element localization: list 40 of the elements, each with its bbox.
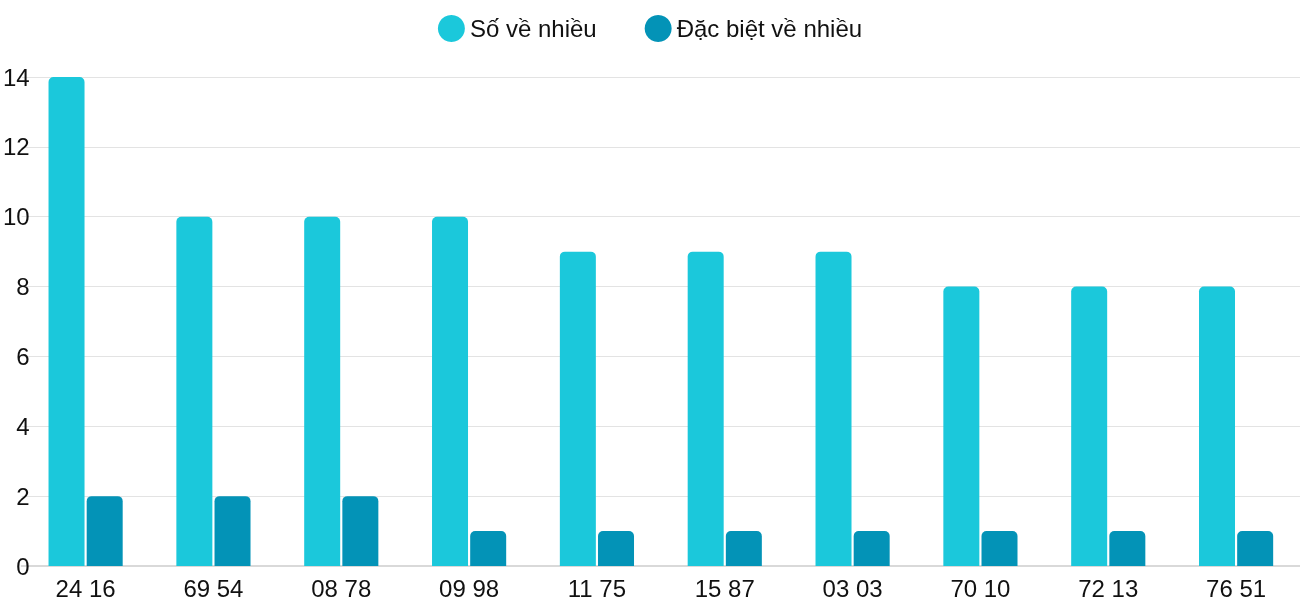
bar xyxy=(981,531,1018,566)
x-tick-label: 72 13 xyxy=(1078,574,1139,600)
x-tick-label: 69 54 xyxy=(183,574,244,600)
y-tick-label: 2 xyxy=(16,482,30,510)
bar xyxy=(687,251,724,566)
bar xyxy=(470,531,507,566)
bar xyxy=(559,251,596,566)
bar xyxy=(48,77,85,566)
bar xyxy=(214,496,251,566)
y-tick-label: 12 xyxy=(2,133,30,161)
bar xyxy=(86,496,123,566)
y-tick-label: 4 xyxy=(16,412,30,440)
x-tick-label: 09 98 xyxy=(439,574,500,600)
y-tick-label: 14 xyxy=(2,63,30,91)
bar xyxy=(943,286,980,566)
bar xyxy=(176,216,213,566)
bar xyxy=(815,251,852,566)
x-tick-label: 11 75 xyxy=(567,574,627,600)
y-tick-label: 0 xyxy=(16,552,30,580)
bar xyxy=(1109,531,1146,566)
bar xyxy=(725,531,762,566)
x-tick-label: 70 10 xyxy=(950,574,1011,600)
bar xyxy=(1237,531,1274,566)
x-tick-label: 15 87 xyxy=(694,574,755,600)
bar xyxy=(342,496,379,566)
x-tick-label: 24 16 xyxy=(55,574,116,600)
bar xyxy=(432,216,469,566)
legend-label: Số về nhiều xyxy=(469,15,597,42)
x-tick-label: 03 03 xyxy=(822,574,883,600)
y-tick-label: 8 xyxy=(16,273,30,301)
bar xyxy=(853,531,890,566)
bar xyxy=(1199,286,1235,566)
bar xyxy=(598,531,635,566)
legend-label: Đặc biệt về nhiều xyxy=(676,15,863,42)
x-tick-label: 76 51 xyxy=(1206,574,1267,600)
x-tick-label: 08 78 xyxy=(311,574,372,600)
y-tick-label: 6 xyxy=(16,342,30,370)
y-tick-label: 10 xyxy=(2,203,30,231)
bar xyxy=(1071,286,1108,566)
bar xyxy=(304,216,341,566)
